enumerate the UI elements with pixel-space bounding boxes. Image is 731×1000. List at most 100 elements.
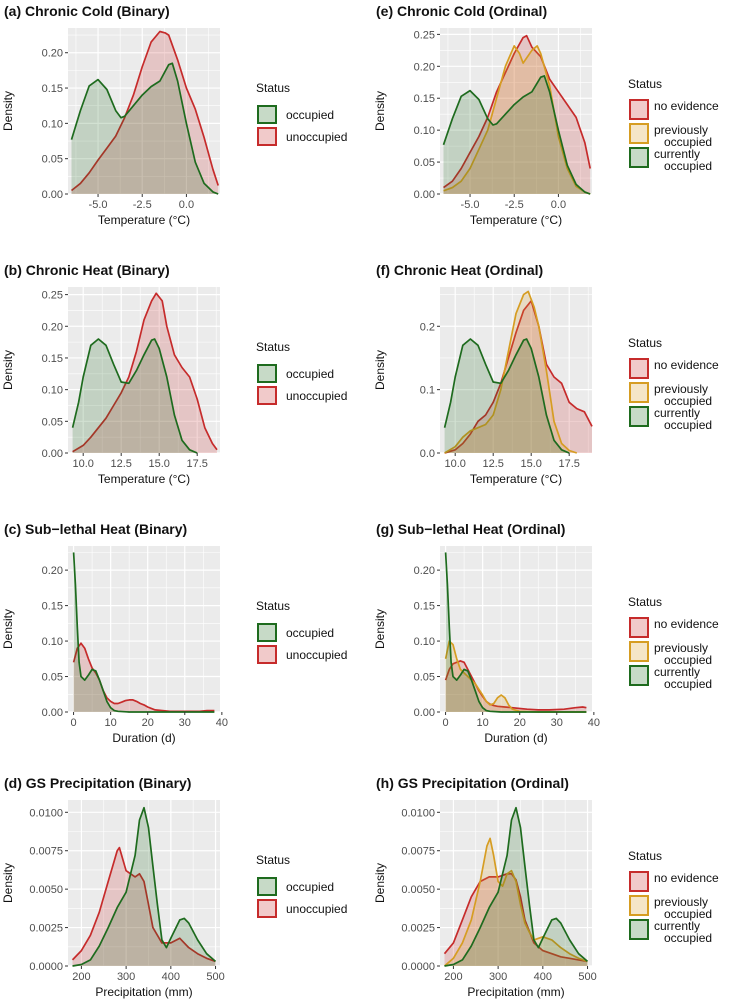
x-tick-label: 12.5: [110, 458, 131, 470]
density-area-previously-occupied: [444, 838, 588, 966]
x-axis-label: Temperature (°C): [98, 213, 190, 227]
y-tick-label: 0.10: [42, 385, 63, 397]
x-tick-label: 15.0: [148, 458, 169, 470]
density-area-occupied: [73, 552, 215, 712]
density-line-occupied: [70, 62, 219, 195]
density-area-previously-occupied: [443, 45, 591, 195]
x-axis-label: Temperature (°C): [470, 213, 562, 227]
panel-c: (c) Sub−lethal Heat (Binary) 0.00 0.05 0.10…: [1, 521, 347, 745]
panel-f: (f) Chronic Heat (Ordinal) 0.0 0.1 0.2 10.0 1…: [373, 262, 719, 486]
x-tick-label: 15.0: [520, 458, 541, 470]
x-axis-label: Precipitation (mm): [95, 985, 192, 999]
x-axis-label: Precipitation (mm): [467, 985, 564, 999]
y-axis-label: Density: [373, 91, 387, 131]
panel-title: (d) GS Precipitation (Binary): [4, 775, 191, 791]
legend-label: occupied: [664, 677, 712, 691]
y-tick-label: 0.0050: [29, 884, 63, 896]
density-line-currently-occupied: [443, 338, 570, 454]
x-tick-label: 10.0: [72, 458, 93, 470]
y-tick-label: 0.0025: [401, 923, 435, 935]
x-tick-label: 40: [216, 717, 228, 729]
legend-label: no evidence: [654, 617, 719, 631]
legend-title: Status: [256, 599, 290, 613]
legend-label: occupied: [286, 108, 334, 122]
y-tick-label: 0.0000: [29, 961, 63, 973]
density-area-occupied: [72, 339, 198, 453]
y-axis-label: Density: [1, 863, 15, 903]
y-tick-label: 0.0075: [401, 846, 435, 858]
legend-label: occupied: [286, 626, 334, 640]
density-area-previously-occupied: [445, 641, 587, 712]
panel-b: (b) Chronic Heat (Binary) 0.00 0.05 0.10 0.1…: [1, 262, 347, 486]
y-tick-label: 0.2: [420, 321, 435, 333]
x-tick-label: 12.5: [482, 458, 503, 470]
legend-label: unoccupied: [286, 648, 347, 662]
panel-title: (e) Chronic Cold (Ordinal): [376, 3, 547, 19]
panel-title: (a) Chronic Cold (Binary): [4, 3, 170, 19]
density-line-occupied: [72, 806, 217, 967]
x-tick-label: 500: [206, 971, 224, 983]
density-line-occupied: [72, 552, 215, 713]
legend-key-previously-occupied: [629, 641, 649, 662]
density-area-unoccupied: [73, 643, 215, 712]
panel-background: [440, 546, 592, 712]
x-tick-label: -5.0: [461, 199, 480, 211]
y-tick-label: 0.1: [420, 385, 435, 397]
x-tick-label: -2.5: [133, 199, 152, 211]
y-tick-label: 0.15: [414, 601, 435, 613]
legend-key-no evidence: [629, 99, 649, 120]
density-area-no-evidence: [445, 660, 587, 712]
legend-title: Status: [628, 595, 662, 609]
y-tick-label: 0.20: [42, 321, 63, 333]
panel-background: [68, 546, 220, 712]
y-tick-label: 0.10: [414, 125, 435, 137]
x-tick-label: 10: [477, 717, 489, 729]
y-tick-label: 0.20: [42, 565, 63, 577]
density-area-previously-occupied: [444, 291, 577, 453]
legend-label: occupied: [664, 394, 712, 408]
legend-key-no evidence: [629, 617, 649, 638]
legend-key-previously-occupied: [629, 895, 649, 916]
y-tick-label: 0.00: [42, 448, 63, 460]
y-tick-label: 0.0: [420, 448, 435, 460]
density-area-currently-occupied: [444, 339, 570, 453]
density-area-no-evidence: [443, 35, 591, 195]
x-tick-label: 200: [72, 971, 90, 983]
x-tick-label: 400: [162, 971, 180, 983]
y-tick-label: 0.0000: [401, 961, 435, 973]
y-tick-label: 0.10: [42, 636, 63, 648]
legend-key-previously-occupied: [629, 123, 649, 144]
legend-title: Status: [628, 849, 662, 863]
panel-title: (h) GS Precipitation (Ordinal): [376, 775, 569, 791]
y-tick-label: 0.05: [42, 416, 63, 428]
legend-key-unoccupied: [257, 645, 277, 664]
y-tick-label: 0.0075: [29, 846, 63, 858]
legend-key-occupied: [257, 877, 277, 896]
y-axis-label: Density: [1, 350, 15, 390]
density-line-currently-occupied: [444, 806, 589, 967]
legend-key-no evidence: [629, 358, 649, 379]
legend-key-currently-occupied: [629, 406, 649, 427]
density-area-unoccupied: [72, 293, 217, 453]
legend-title: Status: [628, 77, 662, 91]
x-tick-label: 30: [551, 717, 563, 729]
x-tick-label: -2.5: [505, 199, 524, 211]
legend-label: no evidence: [654, 871, 719, 885]
legend-label: occupied: [664, 135, 712, 149]
y-tick-label: 0.20: [414, 61, 435, 73]
y-axis-label: Density: [373, 863, 387, 903]
y-tick-label: 0.00: [42, 189, 63, 201]
legend-key-unoccupied: [257, 386, 277, 405]
x-axis-label: Duration (d): [484, 731, 547, 745]
x-tick-label: 0.0: [551, 199, 566, 211]
x-tick-label: 17.5: [186, 458, 207, 470]
x-tick-label: 400: [534, 971, 552, 983]
density-line-no-evidence: [444, 300, 593, 454]
density-area-currently-occupied: [443, 75, 591, 194]
x-tick-label: 30: [179, 717, 191, 729]
x-axis-label: Duration (d): [112, 731, 175, 745]
y-tick-label: 0.25: [414, 29, 435, 41]
density-line-previously-occupied: [444, 640, 587, 713]
panel-d: (d) GS Precipitation (Binary) 0.0000 0.002…: [1, 775, 347, 999]
panel-a: (a) Chronic Cold (Binary) 0.00 0.05 0.10 0.1…: [1, 3, 347, 227]
